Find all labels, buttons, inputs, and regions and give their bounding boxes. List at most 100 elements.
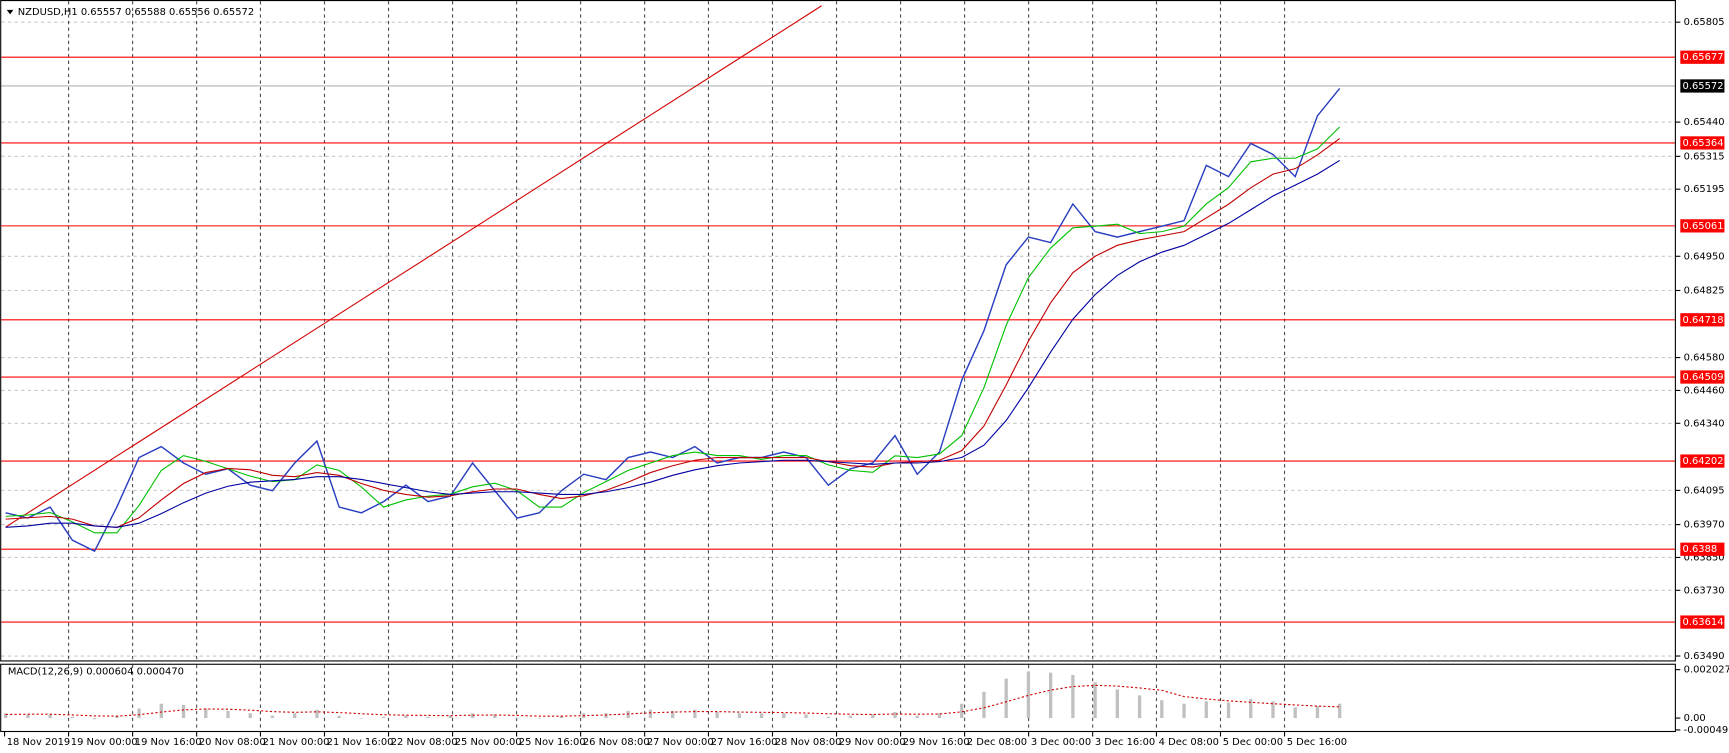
trendline — [5, 5, 822, 528]
signal-line — [5, 684, 1340, 717]
macd-bar — [137, 708, 141, 719]
macd-bar — [826, 716, 830, 719]
macd-bar — [515, 718, 519, 719]
x-tick-label: 4 Dec 08:00 — [1159, 737, 1219, 748]
macd-bar — [1048, 672, 1053, 719]
y-tick-label: 0.65440 — [1684, 117, 1725, 128]
macd-bar — [1026, 671, 1031, 719]
x-tick-label: 26 Nov 08:00 — [583, 737, 650, 748]
macd-frame — [0, 663, 1676, 733]
last-price-bg — [1680, 79, 1725, 93]
y-tick-label: 0.64950 — [1684, 251, 1725, 262]
x-tick-label: 20 Nov 08:00 — [199, 737, 266, 748]
x-tick-label: 27 Nov 16:00 — [711, 737, 778, 748]
macd-bar — [181, 704, 186, 719]
level-label-bg — [1680, 542, 1725, 556]
macd-bar — [982, 691, 986, 719]
macd-bar — [248, 713, 252, 719]
x-tick-label: 28 Nov 08:00 — [775, 737, 842, 748]
x-tick-label: 3 Dec 16:00 — [1095, 737, 1155, 748]
macd-bar — [737, 713, 742, 719]
macd-bar — [315, 709, 319, 719]
macd-bar — [448, 715, 452, 719]
x-tick-label: 3 Dec 00:00 — [1031, 737, 1091, 748]
macd-bar — [26, 714, 30, 719]
y-tick-label: 0.65315 — [1684, 151, 1725, 162]
y-tick-label: 0.64340 — [1684, 418, 1725, 429]
macd-bar — [648, 709, 653, 719]
macd-bar — [426, 716, 430, 719]
macd-bar — [1338, 703, 1342, 719]
macd-bar — [871, 714, 875, 719]
level-label: 0.63614 — [1683, 617, 1724, 628]
macd-bar — [1071, 675, 1075, 719]
level-label-bg — [1680, 313, 1725, 327]
y-tick-label: 0.64580 — [1684, 353, 1725, 364]
macd-bar — [1271, 701, 1275, 719]
macd-bar — [92, 718, 97, 720]
level-label: 0.65061 — [1683, 221, 1724, 232]
level-label-bg — [1680, 50, 1725, 64]
macd-bar — [893, 712, 897, 719]
moving-average — [5, 159, 1340, 528]
x-tick-label: 19 Nov 16:00 — [135, 737, 202, 748]
y-tick-label: 0.63970 — [1684, 520, 1725, 531]
x-tick-label: 19 Nov 00:00 — [71, 737, 138, 748]
macd-bar — [715, 712, 719, 719]
macd-bar — [537, 718, 541, 719]
y-tick-label: -0.000497 — [1684, 725, 1729, 736]
macd-bar — [159, 703, 163, 719]
macd-bar — [1160, 700, 1164, 719]
macd-bar — [915, 715, 919, 719]
y-tick-label: 0.00 — [1684, 713, 1706, 724]
macd-bar — [70, 716, 75, 719]
level-label: 0.64202 — [1683, 456, 1724, 467]
macd-bar — [559, 715, 564, 719]
y-tick-label: 0.64460 — [1684, 385, 1725, 396]
macd-bar — [204, 708, 208, 719]
y-tick-label: 0.64825 — [1684, 285, 1725, 296]
macd-bar — [381, 716, 386, 719]
grid — [1, 1, 1676, 731]
level-label: 0.64509 — [1683, 372, 1724, 383]
y-tick-label: 0.002027 — [1684, 665, 1729, 676]
macd-bar — [1004, 678, 1008, 719]
x-tick-label: 25 Nov 16:00 — [519, 737, 586, 748]
x-tick-label: 21 Nov 16:00 — [327, 737, 394, 748]
y-tick-label: 0.65195 — [1684, 184, 1725, 195]
macd-bar — [1249, 698, 1253, 719]
x-tick-label: 21 Nov 00:00 — [263, 737, 330, 748]
level-label-bg — [1680, 219, 1725, 233]
macd-bar — [293, 713, 297, 719]
menu-arrow[interactable] — [6, 9, 14, 15]
level-label-bg — [1680, 454, 1725, 468]
macd-bar — [1137, 695, 1142, 719]
macd-bar — [604, 713, 608, 719]
macd-bar — [493, 714, 497, 719]
macd-bar — [937, 713, 942, 719]
level-label: 0.65364 — [1683, 138, 1724, 149]
x-tick-label: 2 Dec 08:00 — [967, 737, 1027, 748]
macd-bar — [226, 710, 230, 719]
x-tick-label: 25 Nov 00:00 — [455, 737, 522, 748]
macd-bar — [115, 715, 119, 719]
x-tick-label: 5 Dec 00:00 — [1223, 737, 1283, 748]
level-label-bg — [1680, 136, 1725, 150]
level-label: 0.65677 — [1683, 52, 1724, 63]
chart-title: NZDUSD,H1 0.65557 0.65588 0.65556 0.6557… — [18, 7, 254, 18]
x-tick-label: 22 Nov 08:00 — [391, 737, 458, 748]
level-label: 0.6388 — [1683, 544, 1718, 555]
y-tick-label: 0.63730 — [1684, 585, 1725, 596]
level-label-bg — [1680, 370, 1725, 384]
x-tick-label: 29 Nov 16:00 — [903, 737, 970, 748]
macd-bar — [1293, 707, 1297, 719]
macd-bar — [48, 714, 52, 719]
macd-bar — [1315, 706, 1320, 719]
x-tick-label: 27 Nov 00:00 — [647, 737, 714, 748]
macd-bar — [337, 715, 341, 719]
macd-bar — [404, 715, 408, 719]
macd-bar — [1182, 703, 1186, 719]
y-tick-label: 0.64095 — [1684, 485, 1725, 496]
x-tick-label: 29 Nov 00:00 — [839, 737, 906, 748]
